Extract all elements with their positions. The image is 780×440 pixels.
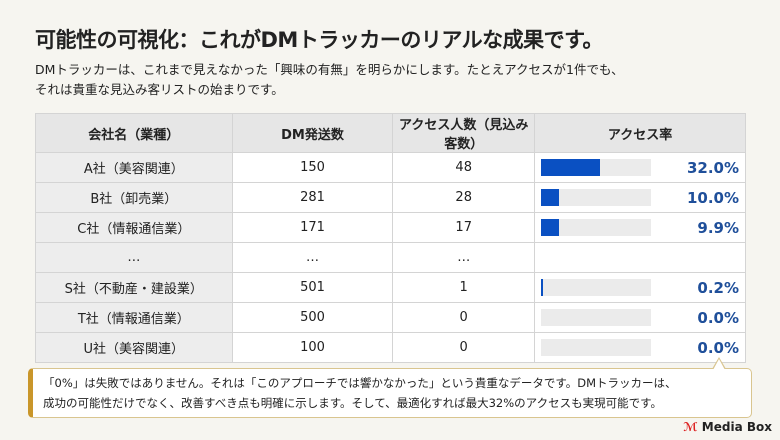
cell-rate: 9.9% (534, 212, 746, 243)
header-sent: DM発送数 (231, 113, 394, 153)
cell-rate (534, 242, 746, 273)
rate-bar-track (541, 219, 652, 236)
cell-sent: 501 (231, 272, 394, 303)
callout-line: 「0%」は失敗ではありません。それは「このアプローチでは響かなかった」という貴重… (43, 376, 677, 390)
rate-bar-track (541, 159, 652, 176)
cell-access: 0 (392, 332, 536, 363)
logo-mark-icon: ℳ (683, 420, 698, 434)
header-rate: アクセス率 (534, 113, 746, 153)
rate-value: 32.0% (686, 158, 739, 177)
cell-access: 28 (392, 182, 536, 213)
rate-bar-fill (541, 219, 560, 236)
logo-text: Media Box (701, 420, 772, 434)
cell-access: … (392, 242, 536, 273)
media-box-logo: ℳ Media Box (683, 420, 772, 434)
cell-sent: … (231, 242, 394, 273)
table-row: S社（不動産・建設業） 501 1 0.2% (35, 272, 746, 303)
rate-bar-track (541, 309, 652, 326)
table-row: U社（美容関連） 100 0 0.0% (35, 332, 746, 363)
header-company: 会社名（業種） (35, 113, 233, 153)
rate-value: 0.2% (697, 278, 739, 297)
table-row: T社（情報通信業） 500 0 0.0% (35, 302, 746, 333)
cell-company: U社（美容関連） (35, 332, 233, 363)
results-table: 会社名（業種） DM発送数 アクセス人数（見込み客数） アクセス率 A社（美容関… (35, 113, 746, 363)
table-row: B社（卸売業） 281 28 10.0% (35, 182, 746, 213)
cell-sent: 171 (231, 212, 394, 243)
cell-access: 48 (392, 152, 536, 183)
rate-bar-track (541, 279, 652, 296)
cell-rate: 0.0% (534, 302, 746, 333)
table-header-row: 会社名（業種） DM発送数 アクセス人数（見込み客数） アクセス率 (35, 113, 746, 153)
callout-pointer-inner (713, 359, 725, 370)
rate-value: 10.0% (686, 188, 739, 207)
cell-sent: 281 (231, 182, 394, 213)
table-row: C社（情報通信業） 171 17 9.9% (35, 212, 746, 243)
cell-sent: 150 (231, 152, 394, 183)
cell-company: … (35, 242, 233, 273)
rate-value: 0.0% (697, 338, 739, 357)
cell-rate: 32.0% (534, 152, 746, 183)
rate-bar-track (541, 339, 652, 356)
cell-access: 17 (392, 212, 536, 243)
rate-value: 0.0% (697, 308, 739, 327)
page-title: 可能性の可視化：これがDMトラッカーのリアルな成果です。 (35, 28, 604, 52)
cell-company: B社（卸売業） (35, 182, 233, 213)
subtitle: DMトラッカーは、これまで見えなかった「興味の有無」を明らかにします。たとえアク… (35, 60, 755, 100)
rate-bar-fill (541, 159, 600, 176)
header-access: アクセス人数（見込み客数） (392, 113, 536, 153)
cell-access: 0 (392, 302, 536, 333)
callout-box: 「0%」は失敗ではありません。それは「このアプローチでは響かなかった」という貴重… (28, 368, 752, 418)
subtitle-line: DMトラッカーは、これまで見えなかった「興味の有無」を明らかにします。たとえアク… (35, 62, 624, 77)
callout-line: 成功の可能性だけでなく、改善すべき点も明確に示します。そして、最適化すれば最大3… (43, 396, 662, 410)
cell-company: C社（情報通信業） (35, 212, 233, 243)
cell-access: 1 (392, 272, 536, 303)
subtitle-line: それは貴重な見込み客リストの始まりです。 (35, 82, 284, 97)
cell-rate: 10.0% (534, 182, 746, 213)
rate-bar-track (541, 189, 652, 206)
rate-value: 9.9% (697, 218, 739, 237)
cell-company: T社（情報通信業） (35, 302, 233, 333)
cell-sent: 500 (231, 302, 394, 333)
cell-rate: 0.2% (534, 272, 746, 303)
cell-sent: 100 (231, 332, 394, 363)
cell-company: A社（美容関連） (35, 152, 233, 183)
table-row: A社（美容関連） 150 48 32.0% (35, 152, 746, 183)
table-row: … … … (35, 242, 746, 273)
cell-rate: 0.0% (534, 332, 746, 363)
cell-company: S社（不動産・建設業） (35, 272, 233, 303)
rate-bar-fill (541, 279, 543, 296)
rate-bar-fill (541, 189, 560, 206)
